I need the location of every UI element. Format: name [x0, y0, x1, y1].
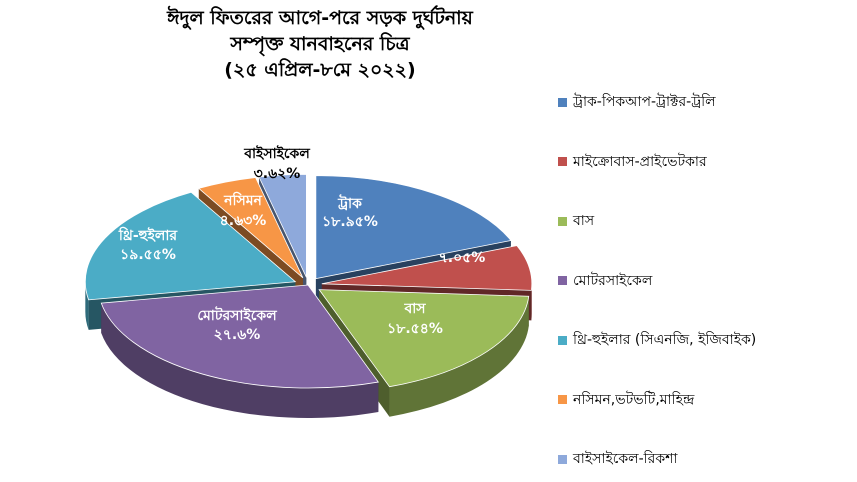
legend-label: ট্রাক-পিকআপ-ট্রাক্টর-ট্রলি: [573, 94, 716, 110]
pie-slice-4: [100, 284, 380, 389]
pie-slice-5-outer-wall-1: [85, 281, 89, 330]
legend-item-6: নসিমন,ভটভটি,মাহিন্দ্র: [558, 390, 694, 410]
legend-swatch: [558, 97, 567, 107]
legend-label: বাইসাইকেল-রিকশা: [573, 451, 678, 467]
pie-slice-7: [258, 173, 307, 278]
legend-item-5: থ্রি-হুইলার (সিএনজি, ইজিবাইক): [558, 330, 756, 350]
slice-value-label-2: ৭.০৫%: [439, 250, 486, 266]
slice-label-5: থ্রি-হুইলার: [118, 226, 179, 244]
slice-value-label-4: ২৭.৬%: [214, 327, 261, 343]
slice-label-6: নসিমন: [223, 191, 262, 209]
slice-value-label-5: ১৯.৫৫%: [120, 247, 176, 263]
legend-label: মাইক্রোবাস-প্রাইভেটকার: [573, 153, 707, 170]
slice-label-1: ট্রাক: [337, 194, 363, 212]
legend-swatch: [558, 157, 567, 166]
legend-label: থ্রি-হুইলার (সিএনজি, ইজিবাইক): [573, 332, 757, 348]
chart-title-line-3: (২৫ এপ্রিল-৮মে ২০২২): [224, 59, 416, 81]
slice-value-label-3: ১৮.৫৪%: [387, 321, 443, 337]
pie-slice-5: [84, 191, 297, 301]
chart-title-line-2: সম্পৃক্ত যানবাহনের চিত্র: [230, 33, 410, 55]
legend-swatch: [558, 454, 567, 464]
slice-value-label-1: ১৮.৯৫%: [322, 214, 378, 230]
pie-slice-1: [315, 175, 512, 280]
legend-item-7: বাইসাইকেল-রিকশা: [558, 449, 677, 469]
slice-value-label-7: ৩.৬২%: [254, 166, 301, 182]
legend-label: নসিমন,ভটভটি,মাহিন্দ্র: [573, 391, 695, 408]
legend-item-2: মাইক্রোবাস-প্রাইভেটকার: [558, 152, 707, 172]
pie-slice-4-outer-wall-1: [101, 303, 379, 418]
legend-item-1: ট্রাক-পিকআপ-ট্রাক্টর-ট্রলি: [558, 92, 716, 112]
legend-label: মোটরসাইকেল: [573, 272, 653, 289]
slice-value-label-6: ৪.৬৩%: [220, 213, 267, 229]
legend-swatch: [558, 395, 567, 404]
slice-label-7: বাইসাইকেল: [243, 144, 310, 162]
pie-slice-2: [321, 245, 533, 291]
slice-label-3: বাস: [403, 301, 426, 317]
legend-label: বাস: [573, 213, 595, 229]
legend-item-3: বাস: [558, 211, 594, 231]
legend-swatch: [558, 335, 567, 345]
pie-slice-6: [197, 177, 304, 279]
pie-slice-3-outer-wall-1: [389, 296, 529, 417]
legend-swatch: [558, 216, 567, 226]
chart-title-line-1: ঈদুল ফিতরের আগে-পরে সড়ক দুর্ঘটনায়: [167, 7, 473, 29]
pie-slice-3: [318, 289, 530, 388]
slice-label-4: মোটরসাইকেল: [197, 306, 277, 324]
legend-swatch: [558, 276, 567, 285]
legend-item-4: মোটরসাইকেল: [558, 271, 652, 291]
